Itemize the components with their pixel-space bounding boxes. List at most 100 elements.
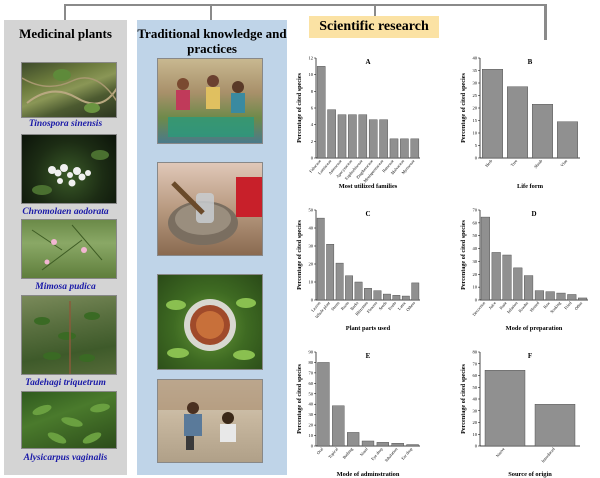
x-axis-label: Mode of adminstration: [337, 471, 400, 478]
y-tick-label: 10: [309, 72, 314, 77]
y-tick-label: 80: [309, 360, 314, 365]
y-tick-label: 20: [473, 420, 478, 425]
bar: [364, 288, 372, 301]
bar: [354, 281, 363, 301]
x-tick-label: Tree: [510, 158, 519, 167]
y-tick-label: 70: [309, 370, 314, 375]
x-tick-label: Stems: [330, 300, 341, 311]
x-tick-label: Latex: [397, 300, 408, 311]
plant-caption-chromolaena: Chromolaen aodorata: [22, 207, 109, 217]
y-tick-label: 50: [473, 233, 478, 238]
y-tick-label: 25: [473, 93, 478, 98]
y-tick-label: 0: [311, 156, 314, 161]
alysicarpus-photo: [21, 391, 117, 449]
chart-d: 0 10 20 30 40 50 60 70 Decoction Juice Paste Infusi…: [456, 198, 596, 338]
bar: [507, 86, 528, 159]
y-tick-label: 50: [309, 208, 314, 213]
x-tick-label: Soaking: [549, 300, 562, 314]
connector-top: [64, 4, 546, 6]
chart-e: 0 10 20 30 40 50 60 70 80 90 Oral Topical Bathing Nas…: [294, 340, 424, 478]
panel-letter: E: [366, 352, 371, 360]
scientific-research-header: Scientific research: [319, 19, 429, 34]
y-axis-label: Percentage of cited species: [296, 220, 303, 290]
y-tick-label: 30: [473, 259, 478, 264]
bar: [391, 443, 404, 447]
y-tick-label: 15: [473, 118, 478, 123]
y-axis-label: Percentage of cited species: [296, 364, 303, 434]
x-axis-label: Life form: [517, 183, 544, 190]
y-tick-label: 10: [473, 432, 478, 437]
bar: [400, 138, 409, 159]
y-tick-label: 30: [473, 408, 478, 413]
y-tick-label: 90: [309, 350, 314, 355]
y-tick-label: 30: [473, 81, 478, 86]
bar: [524, 275, 534, 301]
chart-c: 0 10 20 30 40 50 Leaves Whole plant Stems Roots Ba…: [294, 198, 424, 338]
bar: [406, 444, 419, 447]
y-tick-label: 8: [311, 89, 314, 94]
y-tick-label: 4: [311, 122, 314, 127]
y-tick-label: 5: [475, 143, 478, 148]
x-tick-label: Inhalation: [384, 446, 399, 463]
x-tick-label: Ear drop: [400, 446, 413, 460]
bar: [348, 114, 357, 159]
bar: [567, 294, 577, 301]
bar: [557, 121, 578, 159]
bar: [392, 295, 401, 301]
y-tick-label: 35: [473, 68, 478, 73]
bar: [534, 290, 544, 301]
bar: [337, 114, 347, 159]
y-tick-label: 10: [473, 285, 478, 290]
x-tick-label: Juice: [488, 300, 497, 310]
panel-letter: A: [365, 58, 370, 66]
bar: [379, 119, 388, 159]
bar: [332, 405, 345, 447]
medicinal-plants-header: Medicinal plants: [19, 26, 112, 41]
bar: [513, 267, 523, 301]
y-tick-label: 60: [473, 373, 478, 378]
bar: [389, 138, 399, 159]
bar: [335, 262, 344, 301]
y-tick-label: 0: [311, 298, 314, 303]
bar: [358, 114, 368, 159]
bar: [410, 138, 420, 159]
chart-f: 0 10 20 30 40 50 60 70 80 Native Introduced F Percen…: [456, 340, 596, 478]
x-tick-label: Raw: [542, 300, 551, 309]
x-tick-label: Paste: [498, 300, 508, 310]
bar: [326, 244, 335, 301]
bar: [578, 297, 588, 301]
panel-letter: C: [365, 210, 370, 218]
plant-caption-tadehagi: Tadehagi triquetrum: [25, 378, 106, 388]
panel-letter: B: [528, 58, 533, 66]
x-axis-label: Most utilized families: [339, 183, 398, 190]
bar: [327, 109, 336, 159]
y-tick-label: 10: [473, 131, 478, 136]
x-tick-label: Leaves: [310, 300, 322, 313]
x-tick-label: Vine: [559, 158, 568, 167]
y-tick-label: 50: [309, 391, 314, 396]
y-tick-label: 50: [473, 385, 478, 390]
x-tick-label: Seeds: [378, 300, 388, 311]
chromolaena-photo: [21, 134, 117, 204]
y-tick-label: 20: [309, 423, 314, 428]
x-tick-label: Fried: [563, 300, 573, 311]
y-tick-label: 12: [309, 56, 314, 61]
panel-letter: D: [531, 210, 536, 218]
y-tick-label: 20: [309, 262, 314, 267]
bar: [317, 362, 330, 447]
plant-caption-alysicarpus: Alysicarpus vaginalis: [23, 453, 108, 463]
bar: [556, 292, 566, 301]
x-tick-label: Topical: [327, 446, 339, 459]
bar: [491, 252, 501, 301]
panel-letter: F: [528, 352, 532, 360]
y-tick-label: 0: [475, 444, 478, 449]
x-tick-label: Eye drop: [370, 446, 384, 461]
bar: [316, 66, 326, 159]
bar: [545, 291, 555, 301]
chart-b: 0 5 10 15 20 25 30 35 40 Herb Tree Shrub Vine B Percen…: [456, 46, 596, 196]
y-tick-label: 60: [473, 220, 478, 225]
connector-left: [64, 4, 66, 22]
mimosa-photo: [21, 219, 117, 279]
y-axis-label: Percentage of cited species: [460, 73, 467, 143]
x-tick-label: Native: [495, 446, 506, 458]
